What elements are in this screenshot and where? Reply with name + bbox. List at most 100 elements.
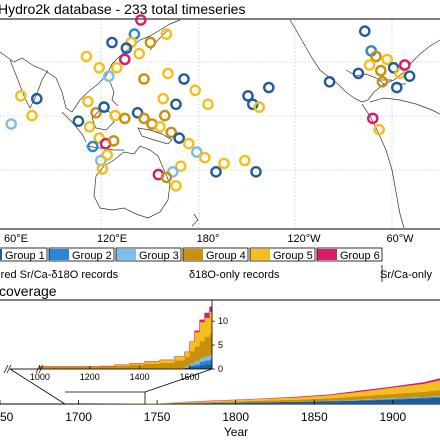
- proxy-marker: [120, 42, 133, 54]
- proxy-marker: [373, 123, 386, 136]
- proxy-marker: [138, 112, 150, 125]
- proxy-marker: [96, 163, 109, 175]
- main-areas: [0, 378, 440, 404]
- proxy-marker: [173, 132, 185, 144]
- inset-connector-lines: [9, 368, 213, 405]
- proxy-marker: [190, 146, 203, 158]
- south-america-north: [369, 97, 440, 115]
- legend-box: [115, 247, 182, 262]
- axis-break-marks: [3, 364, 44, 374]
- proxy-marker: [246, 98, 259, 111]
- proxy-marker: [182, 137, 195, 150]
- inset-x-tick-label: 1400: [130, 372, 150, 382]
- proxy-marker: [138, 73, 150, 85]
- proxy-marker: [83, 121, 96, 133]
- map-panel: [0, 14, 440, 230]
- proxy-marker: [403, 70, 416, 82]
- inset-x-tick-label: 1000: [30, 372, 50, 382]
- longitude-label: 120°E: [97, 233, 127, 245]
- proxy-marker: [374, 64, 387, 77]
- proxy-marker: [323, 76, 336, 88]
- legend-label: Group 2: [72, 250, 112, 262]
- x-tick-label: 1650: [0, 410, 14, 424]
- proxy-marker: [198, 151, 211, 164]
- proxy-marker: [101, 149, 113, 161]
- proxy-markers: [5, 14, 416, 192]
- category-label-paired: paired Sr/Ca-δ18O records: [0, 269, 119, 281]
- proxy-marker: [106, 36, 118, 49]
- proxy-marker: [107, 135, 120, 147]
- proxy-marker: [144, 36, 157, 49]
- proxy-marker: [111, 62, 123, 74]
- legend-swatch: [183, 249, 203, 260]
- proxy-marker: [253, 101, 266, 113]
- category-label-srca: Sr/Ca-only: [380, 269, 432, 281]
- proxy-marker: [72, 115, 85, 127]
- proxy-marker: [90, 107, 102, 119]
- proxy-marker: [238, 154, 251, 167]
- legend-swatch: [116, 249, 136, 260]
- inset-chart: 10001200140016000510: [3, 300, 228, 405]
- proxy-marker: [358, 25, 371, 38]
- proxy-marker: [166, 165, 179, 178]
- coverage-area: [0, 390, 440, 404]
- x-tick-label: 1750: [144, 410, 171, 424]
- legend-box: [182, 247, 249, 262]
- legend-label: Group 1: [5, 250, 45, 262]
- longitude-labels: 60°E 120°E 180° 120°W 60°W: [4, 233, 414, 245]
- new-zealand: [191, 213, 199, 227]
- proxy-marker: [210, 165, 222, 178]
- india-coast: [9, 59, 49, 109]
- proxy-marker: [387, 62, 400, 74]
- proxy-marker: [262, 81, 275, 94]
- longitude-label: 120°W: [287, 233, 321, 245]
- proxy-marker: [370, 50, 382, 63]
- proxy-marker: [158, 109, 171, 122]
- proxy-marker: [14, 90, 27, 102]
- proxy-marker: [178, 73, 190, 85]
- x-tick-label: 1700: [65, 410, 92, 424]
- proxy-marker: [87, 140, 99, 153]
- legend-label: Group 3: [139, 250, 179, 262]
- inset-y-tick-label: 0: [218, 364, 223, 374]
- proxy-marker: [98, 101, 110, 113]
- proxy-marker: [376, 76, 389, 88]
- proxy-marker: [5, 118, 17, 130]
- coverage-frame: [0, 299, 440, 405]
- inset-y-tick-label: 10: [218, 316, 228, 326]
- legend-label: Group 4: [206, 250, 246, 262]
- proxy-marker: [250, 165, 262, 178]
- legend-box: [0, 247, 48, 262]
- legend-box: [249, 247, 316, 262]
- proxy-marker: [165, 126, 177, 139]
- proxy-marker: [26, 109, 38, 122]
- proxy-marker: [174, 160, 187, 172]
- proxy-marker: [352, 67, 365, 80]
- proxy-marker: [154, 121, 166, 133]
- proxy-marker: [93, 62, 105, 74]
- asia-coast: [0, 19, 181, 113]
- proxy-marker: [381, 53, 394, 66]
- x-tick-label: 1800: [222, 410, 249, 424]
- category-label-d18o: δ18O-only records: [189, 269, 280, 281]
- proxy-marker: [119, 112, 131, 125]
- proxy-marker: [103, 70, 115, 82]
- proxy-marker: [134, 14, 147, 26]
- new-guinea: [137, 127, 173, 145]
- inset-x-tick-label: 1200: [80, 372, 100, 382]
- coverage-chart: 165017001750180018501900 100012001400160…: [0, 299, 440, 424]
- proxy-marker: [218, 157, 230, 170]
- legend-box: [48, 247, 115, 262]
- proxy-marker: [398, 59, 411, 71]
- proxy-marker: [366, 112, 379, 125]
- proxy-marker: [390, 81, 403, 94]
- philippines: [109, 81, 119, 107]
- proxy-marker: [119, 53, 131, 66]
- proxy-marker: [31, 92, 43, 105]
- figure-title: Hydro2k database - 233 total timeseries: [0, 1, 245, 17]
- australia-coast: [93, 145, 171, 219]
- coverage-area: [0, 397, 440, 404]
- proxy-marker: [363, 59, 376, 71]
- proxy-marker: [170, 98, 182, 111]
- south-america-coast: [361, 103, 405, 229]
